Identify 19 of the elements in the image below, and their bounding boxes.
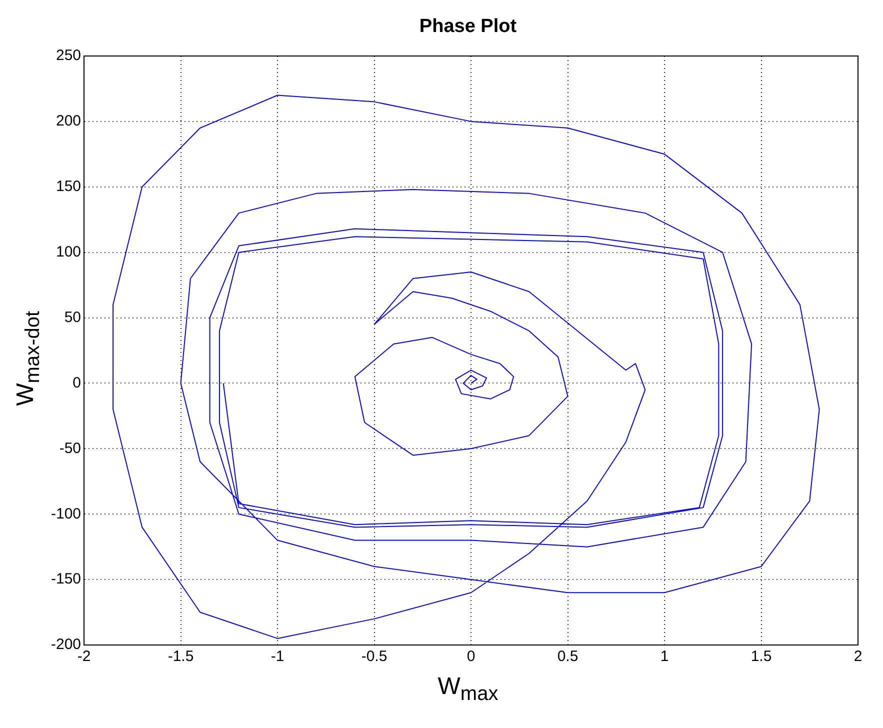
x-tick-label: -1 — [270, 648, 284, 666]
x-tick-label: 1 — [660, 648, 669, 666]
x-tick-label: 0.5 — [557, 648, 578, 666]
y-tick-label: 200 — [56, 112, 82, 130]
x-tick-label: 2 — [854, 648, 862, 666]
y-tick-label: 250 — [56, 47, 82, 64]
y-tick-label: -50 — [59, 440, 82, 457]
x-tick-label: 1.5 — [750, 648, 772, 666]
x-tick-label: -0.5 — [361, 648, 388, 666]
y-tick-label: -150 — [50, 570, 82, 588]
x-tick-label: 0 — [466, 648, 476, 666]
chart-title: Phase Plot — [418, 16, 518, 38]
y-tick-label: -100 — [50, 505, 82, 522]
y-tick-label: 100 — [56, 243, 82, 260]
x-tick-label: -1.5 — [168, 648, 194, 666]
x-axis-title: W$_{max}$ — [436, 673, 500, 706]
y-tick-label: 0 — [72, 374, 82, 392]
y-tick-label: 50 — [64, 308, 82, 326]
y-tick-label: 150 — [56, 178, 82, 196]
